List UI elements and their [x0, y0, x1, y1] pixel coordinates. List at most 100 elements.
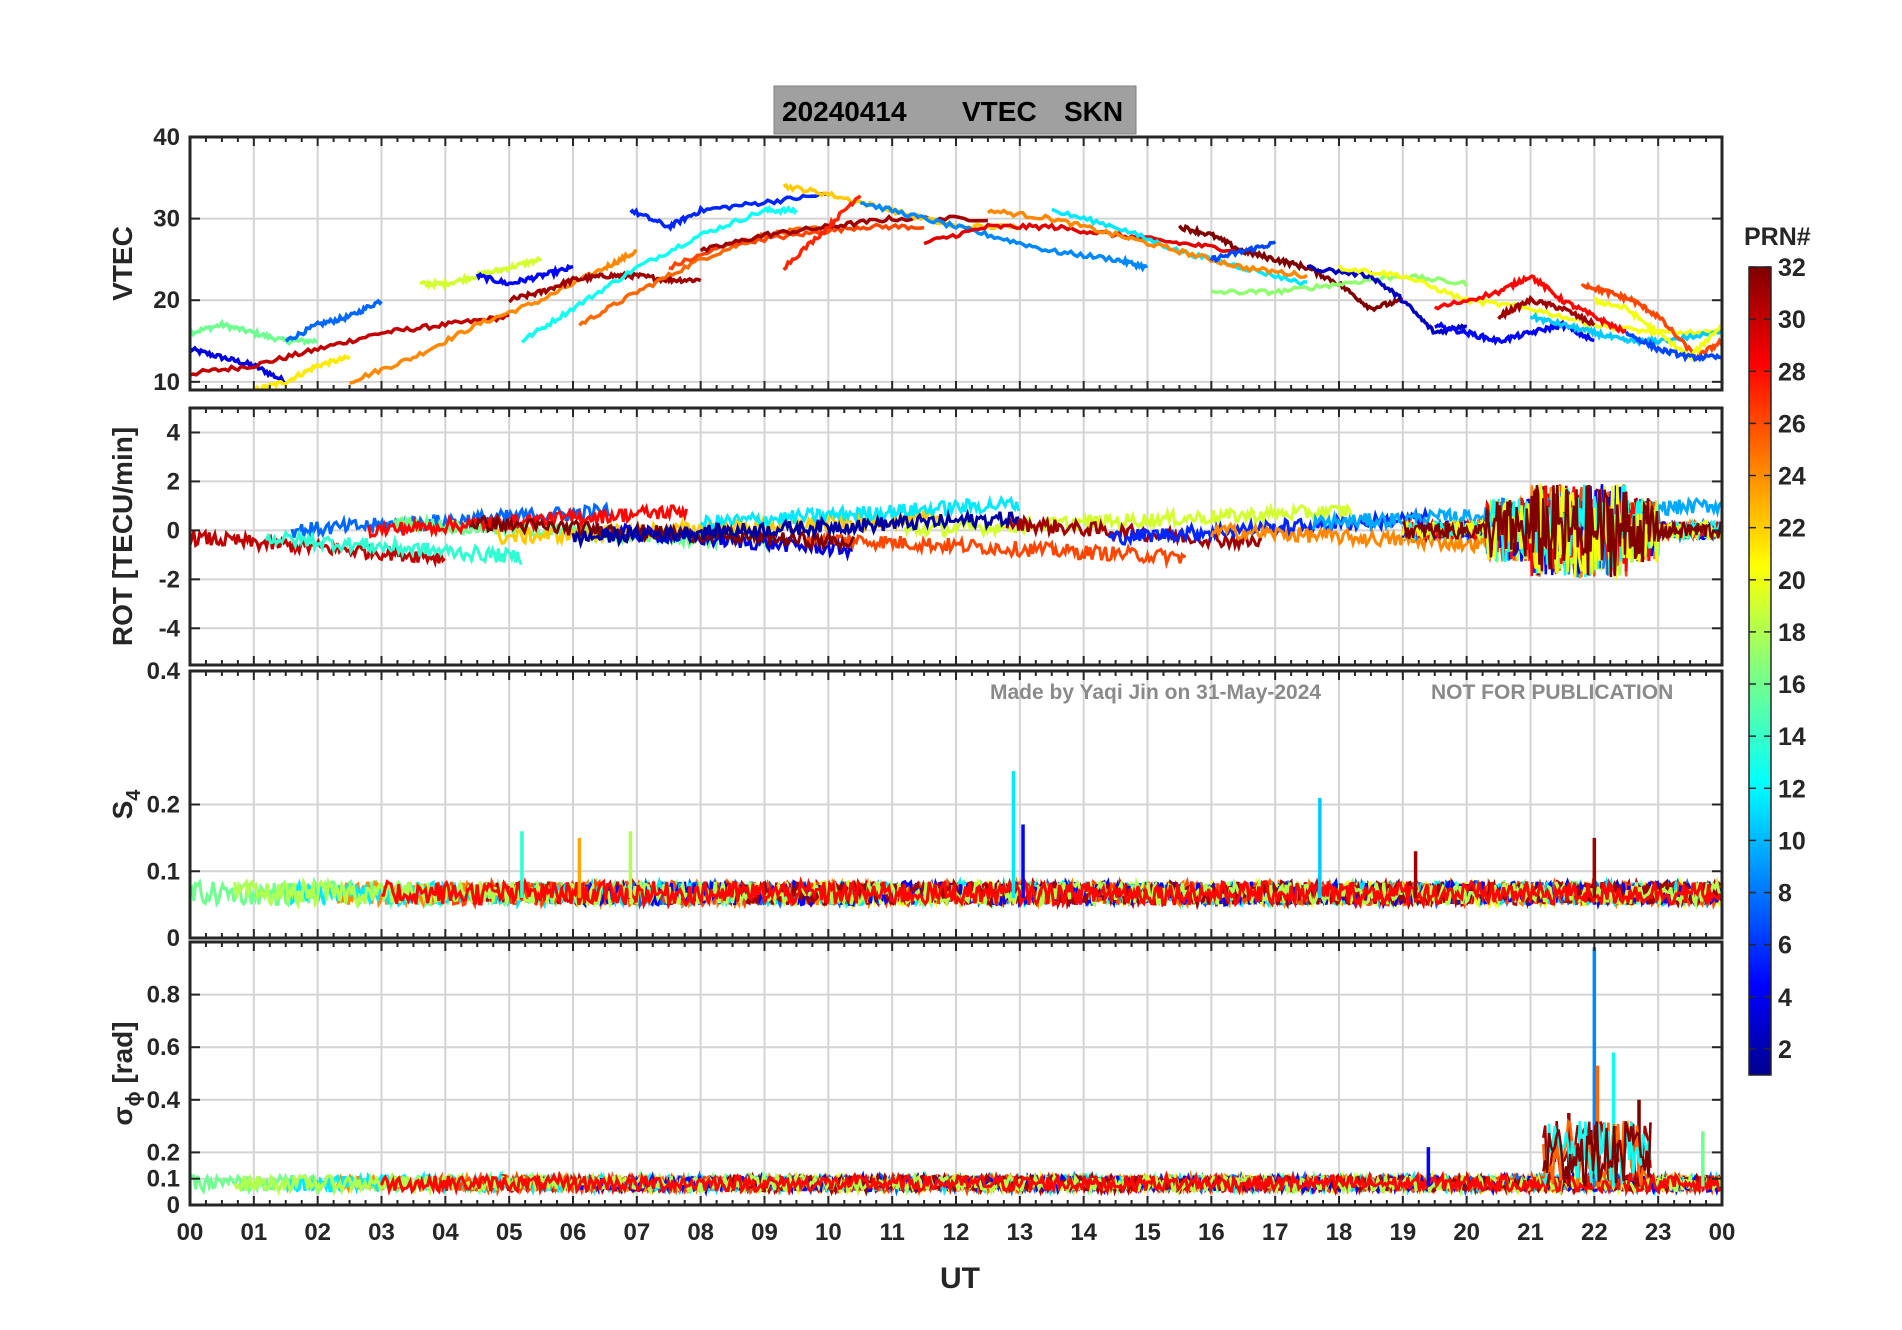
x-tick-label: 09 — [751, 1219, 778, 1246]
colorbar-tick-label: 18 — [1778, 619, 1806, 647]
x-tick-label: 14 — [1070, 1219, 1097, 1246]
vtec-series-line — [475, 263, 574, 287]
x-tick-label: 11 — [879, 1219, 904, 1246]
y-tick-label: -4 — [159, 615, 181, 642]
vtec-series-line — [1210, 273, 1469, 297]
colorbar-tick-label: 24 — [1778, 463, 1806, 491]
rot-series-line — [1107, 505, 1429, 547]
colorbar-tick-label: 22 — [1778, 515, 1806, 543]
vtec-series-line — [1593, 296, 1722, 362]
colorbar-tick-label: 2 — [1778, 1036, 1792, 1064]
y-tick-label: 0.2 — [147, 1139, 180, 1166]
colorbar-tick-label: 26 — [1778, 410, 1806, 438]
rot-series-line — [265, 528, 523, 566]
y-tick-label: 10 — [153, 369, 180, 396]
vtec-series-line — [1497, 294, 1596, 327]
colorbar-tick-label: 10 — [1778, 827, 1806, 855]
vtec-series-line — [285, 298, 383, 343]
vtec-series-line — [1209, 240, 1277, 264]
rot-series-line — [367, 502, 689, 539]
vtec-series-line — [923, 222, 1244, 255]
y-axis-label: S4 — [107, 789, 145, 820]
y-tick-label: 2 — [167, 468, 180, 495]
y-tick-label: 0 — [167, 1192, 180, 1219]
colorbar-tick-label: 4 — [1778, 984, 1792, 1012]
watermark-author: Made by Yaqi Jin on 31-May-2024 — [990, 681, 1321, 704]
vtec-series-line — [1580, 281, 1722, 362]
x-tick-label: 04 — [432, 1219, 459, 1246]
vtec-series-line — [986, 208, 1308, 280]
y-tick-label: 0.2 — [147, 792, 180, 819]
y-tick-label: 0.4 — [147, 1087, 181, 1114]
y-tick-label: 0 — [167, 925, 180, 952]
y-tick-label: 20 — [153, 287, 180, 314]
data-lines — [190, 947, 1722, 1198]
y-tick-label: 0 — [167, 517, 180, 544]
colorbar-tick-label: 12 — [1778, 775, 1806, 803]
panel-vtec: 10 20 30 40 VTEC — [107, 124, 1724, 396]
colorbar-tick-label: 16 — [1778, 671, 1806, 699]
sigma-label-main: σ — [107, 1106, 138, 1125]
panel-rot: -4 -2 0 2 4 ROT [TECU/min] — [107, 406, 1724, 667]
colorbar-tick-label: 28 — [1778, 358, 1806, 386]
y-tick-label: 0.4 — [147, 658, 181, 685]
x-axis-label: UT — [940, 1262, 980, 1295]
y-axis-label: ROT [TECU/min] — [107, 427, 138, 646]
x-tick-label: 16 — [1198, 1219, 1225, 1246]
x-tick-label: 02 — [304, 1219, 331, 1246]
rot-series-line — [290, 501, 611, 541]
x-tick-label: 06 — [560, 1219, 587, 1246]
colorbar-tick-label: 8 — [1778, 880, 1792, 908]
x-tick-label: 00 — [1709, 1219, 1736, 1246]
colorbar-tick-label: 14 — [1778, 723, 1806, 751]
x-tick-label: 19 — [1389, 1219, 1416, 1246]
panel-sigma: 00.10.2 0.4 0.6 0.8σϕ [rad] — [107, 940, 1724, 1219]
y-tick-label: 0.1 — [147, 1166, 180, 1193]
rot-series-line — [1401, 483, 1722, 581]
x-tick-label: 10 — [815, 1219, 842, 1246]
s4-series-line — [381, 876, 1722, 910]
vtec-series-line — [1177, 223, 1404, 313]
rot-series-line — [903, 501, 1353, 539]
vtec-series-line — [1624, 330, 1722, 363]
x-tick-label: 18 — [1326, 1219, 1353, 1246]
data-lines — [190, 771, 1722, 911]
data-lines — [190, 483, 1722, 581]
x-tick-label: 01 — [240, 1219, 267, 1246]
sigma-label-unit: [rad] — [107, 1021, 138, 1091]
colorbar-gradient — [1748, 266, 1772, 1076]
vtec-series-line — [782, 194, 862, 272]
y-tick-label: 0.8 — [147, 982, 180, 1009]
x-tick-label: 05 — [496, 1219, 523, 1246]
x-tick-label: 07 — [623, 1219, 650, 1246]
y-tick-label: 30 — [153, 206, 180, 233]
y-axis-label: σϕ [rad] — [107, 1021, 145, 1125]
x-tick-label: 20 — [1453, 1219, 1480, 1246]
title-parameter: VTEC — [962, 96, 1037, 127]
vtec-series-line — [629, 191, 829, 232]
y-tick-label: 0.6 — [147, 1034, 180, 1061]
colorbar-tick-label: 6 — [1778, 932, 1792, 960]
y-axis-label: VTEC — [107, 226, 138, 301]
x-tick-label: 15 — [1134, 1219, 1161, 1246]
watermark-notice: NOT FOR PUBLICATION — [1431, 681, 1673, 704]
title-station: SKN — [1064, 96, 1123, 127]
y-tick-label: 40 — [153, 124, 180, 151]
vtec-series-line — [349, 249, 638, 385]
x-tick-label: 08 — [687, 1219, 714, 1246]
colorbar-tick-label: 20 — [1778, 567, 1806, 595]
sigma-series-line — [1542, 1121, 1652, 1187]
title-box: 20240414 VTEC SKN — [773, 85, 1137, 135]
x-tick-label: 00 — [177, 1219, 204, 1246]
x-tick-label: 21 — [1517, 1219, 1544, 1246]
x-tick-label: 22 — [1581, 1219, 1608, 1246]
vtec-series-line — [252, 353, 351, 390]
vtec-series-line — [1433, 274, 1627, 335]
rot-series-line — [1401, 484, 1722, 578]
s4-label-sub: 4 — [123, 789, 145, 801]
vtec-series-line — [520, 204, 798, 344]
vtec-series-line — [782, 182, 1021, 232]
